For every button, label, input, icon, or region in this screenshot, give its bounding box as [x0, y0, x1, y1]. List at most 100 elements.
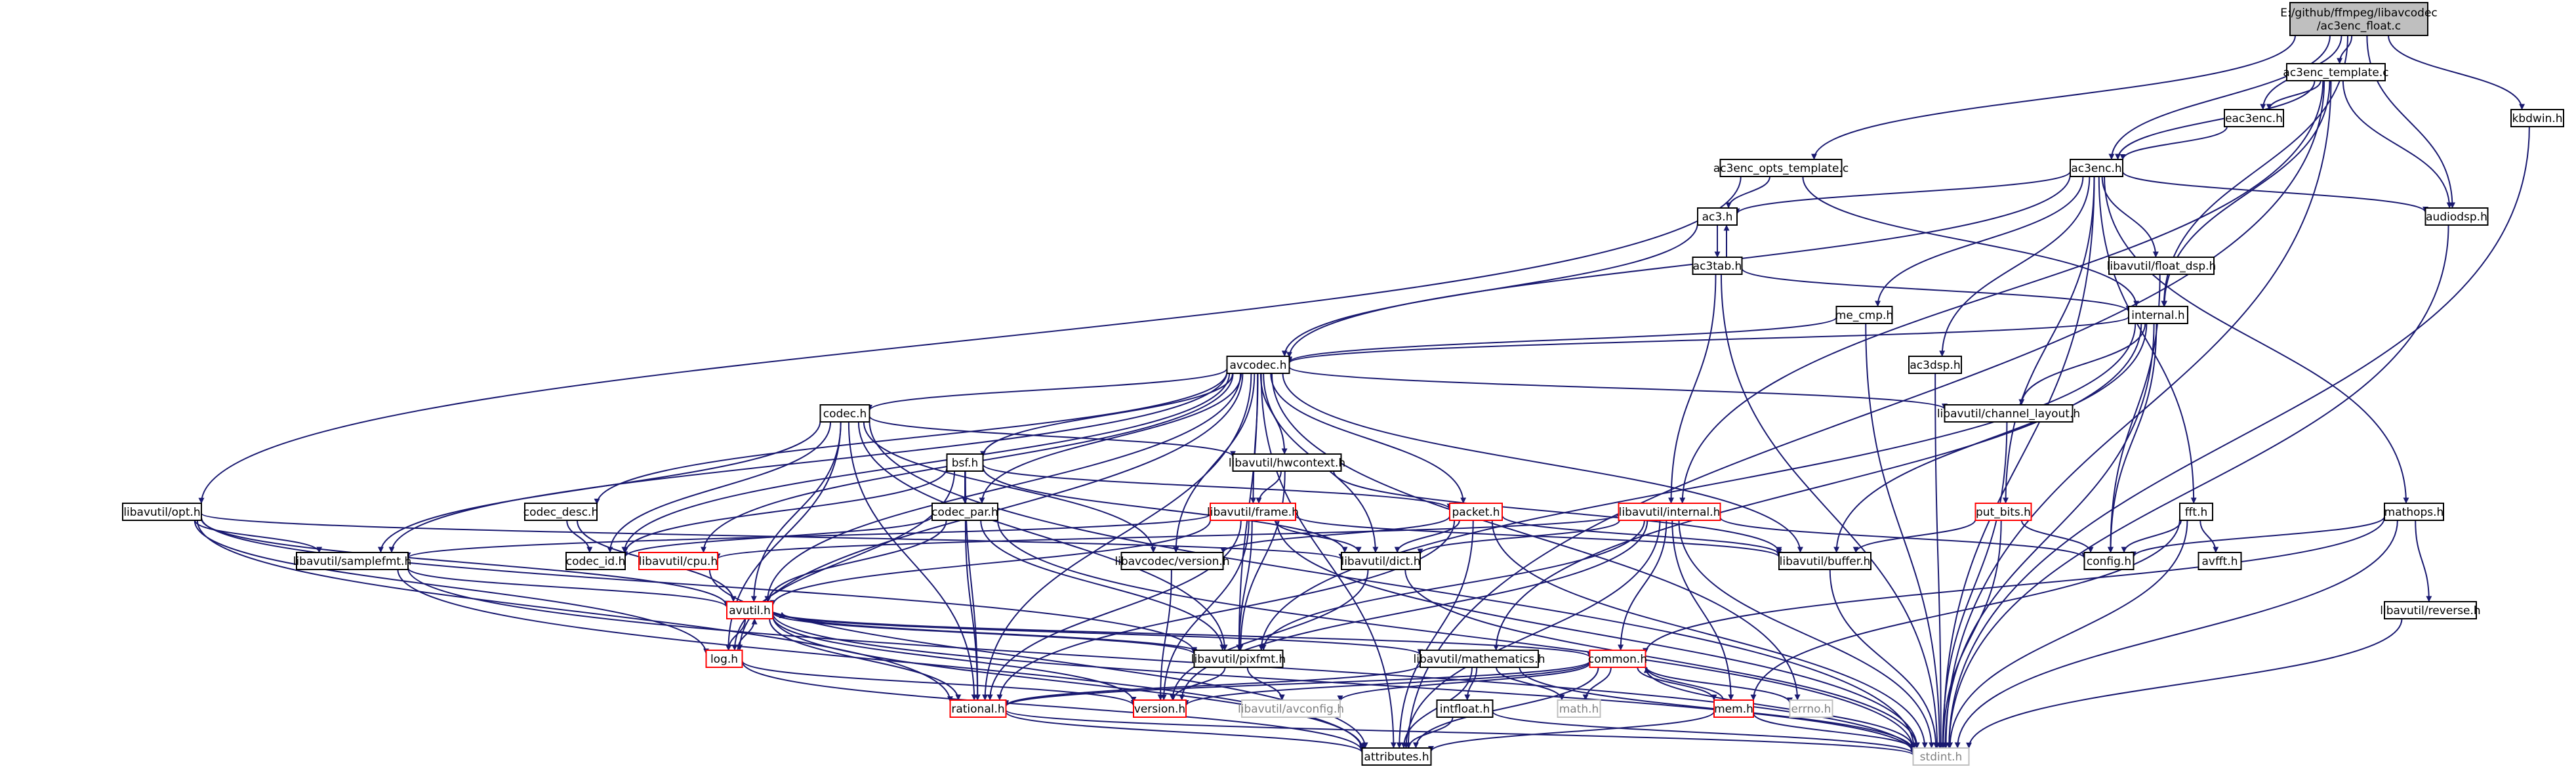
edge-libavutil-opt-h-to-libavutil-samplefmt-h: [195, 520, 319, 552]
edge-libavutil-hwcontext-h-to-libavutil-pixfmt-h: [1240, 471, 1285, 650]
node-version-h[interactable]: version.h: [1134, 700, 1186, 717]
node-label: eac3enc.h: [2225, 112, 2283, 125]
node-libavutil-float-dsp-h[interactable]: libavutil/float_dsp.h: [2107, 257, 2217, 274]
edge-fft-h-to-avfft-h: [2200, 520, 2216, 552]
node-me-cmp-h[interactable]: me_cmp.h: [1835, 306, 1893, 323]
node-libavutil-frame-h[interactable]: libavutil/frame.h: [1207, 503, 1299, 520]
node-libavutil-pixfmt-h[interactable]: libavutil/pixfmt.h: [1191, 650, 1286, 667]
edge-audiodsp-h-to-stdint-h: [1949, 225, 2448, 748]
node-label: avfft.h: [2201, 555, 2238, 568]
node-common-h[interactable]: common.h: [1588, 650, 1647, 667]
edge-root-to-kbdwin-h: [2388, 35, 2522, 110]
node-libavutil-buffer-h[interactable]: libavutil/buffer.h: [1779, 552, 1871, 570]
node-libavutil-hwcontext-h[interactable]: libavutil/hwcontext.h: [1229, 454, 1345, 471]
node-libavcodec-version-h[interactable]: libavcodec/version.h: [1114, 552, 1229, 570]
node-rational-h[interactable]: rational.h: [951, 700, 1006, 717]
node-libavutil-mathematics-h[interactable]: libavutil/mathematics.h: [1414, 650, 1545, 667]
node-intfloat-h[interactable]: intfloat.h: [1437, 700, 1493, 717]
edge-libavutil-internal-h-to-mem-h: [1672, 520, 1731, 700]
edge-avcodec-h-to-packet-h: [1271, 373, 1463, 503]
node-packet-h[interactable]: packet.h: [1450, 503, 1502, 520]
node-avutil-h[interactable]: avutil.h: [727, 602, 773, 619]
node-label: log.h: [710, 653, 738, 666]
node-ac3tab-h[interactable]: ac3tab.h: [1693, 257, 1742, 274]
node-ac3enc-opts-template-c[interactable]: ac3enc_opts_template.c: [1713, 159, 1849, 177]
node-codec-desc-h[interactable]: codec_desc.h: [523, 503, 598, 520]
node-label: kbdwin.h: [2512, 112, 2562, 125]
node-label: attributes.h: [1364, 751, 1429, 764]
node-label: codec_par.h: [931, 506, 998, 519]
edge-me-cmp-h-to-stdint-h: [1866, 323, 1939, 748]
edge-ac3enc-template-c-to-libavutil-internal-h: [1683, 81, 2323, 503]
node-kbdwin-h[interactable]: kbdwin.h: [2511, 110, 2564, 127]
node-libavutil-channel-layout-h[interactable]: libavutil/channel_layout.h: [1937, 405, 2080, 422]
node-label: codec.h: [823, 407, 867, 421]
node-errno-h: errno.h: [1790, 700, 1833, 717]
node-config-h[interactable]: config.h: [2085, 552, 2134, 570]
edge-libavutil-samplefmt-h-to-stdint-h: [408, 568, 1913, 753]
edge-ac3enc-h-to-audiodsp-h: [2123, 171, 2426, 212]
node-codec-h[interactable]: codec.h: [821, 405, 870, 422]
edge-me-cmp-h-to-avcodec-h: [1290, 317, 1837, 362]
edge-ac3enc-template-c-to-eac3enc-h: [2269, 81, 2321, 110]
node-label: ac3.h: [1702, 211, 1733, 224]
edge-libavutil-reverse-h-to-stdint-h: [1969, 619, 2402, 748]
node-label: libavutil/frame.h: [1207, 506, 1299, 519]
node-codec-id-h[interactable]: codec_id.h: [566, 552, 626, 570]
node-ac3enc-template-c[interactable]: ac3enc_template.c: [2283, 64, 2388, 81]
node-codec-par-h[interactable]: codec_par.h: [931, 503, 998, 520]
node-ac3enc-h[interactable]: ac3enc.h: [2070, 159, 2123, 177]
edge-libavutil-internal-h-to-libavutil-pixfmt-h: [1263, 520, 1645, 650]
node-label: config.h: [2087, 555, 2131, 568]
node-mem-h[interactable]: mem.h: [1714, 700, 1753, 717]
edge-ac3enc-template-c-to-audiodsp-h: [2343, 81, 2449, 208]
edge-ac3enc-h-to-ac3-h: [1737, 171, 2070, 214]
node-internal-h[interactable]: internal.h: [2129, 306, 2188, 323]
node-audiodsp-h[interactable]: audiodsp.h: [2426, 208, 2488, 225]
edge-root-to-audiodsp-h: [2367, 35, 2452, 208]
node-label: common.h: [1588, 653, 1647, 666]
node-label: libavcodec/version.h: [1114, 555, 1229, 568]
node-fft-h[interactable]: fft.h: [2180, 503, 2213, 520]
node-label: version.h: [1134, 703, 1185, 716]
node-bsf-h[interactable]: bsf.h: [947, 454, 983, 471]
node-label: avcodec.h: [1229, 359, 1286, 372]
node-label: /ac3enc_float.c: [2317, 20, 2401, 33]
edge-ac3enc-h-to-avcodec-h: [1290, 174, 2071, 357]
edge-internal-h-to-stdint-h: [1945, 323, 2154, 748]
edge-ac3enc-h-to-me-cmp-h: [1878, 177, 2083, 306]
node-label: intfloat.h: [1440, 703, 1490, 716]
edge-internal-h-to-config-h: [2111, 323, 2157, 552]
node-libavutil-reverse-h[interactable]: libavutil/reverse.h: [2380, 602, 2480, 619]
node-mathops-h[interactable]: mathops.h: [2384, 503, 2444, 520]
node-libavutil-cpu-h[interactable]: libavutil/cpu.h: [639, 552, 718, 570]
node-label: libavutil/mathematics.h: [1414, 653, 1545, 666]
node-label: codec_id.h: [566, 555, 626, 568]
node-avcodec-h[interactable]: avcodec.h: [1227, 356, 1290, 373]
node-label: E:/github/ffmpeg/libavcodec: [2280, 7, 2438, 20]
node-label: libavutil/internal.h: [1619, 506, 1721, 519]
node-label: ac3dsp.h: [1910, 359, 1960, 372]
node-label: avutil.h: [729, 604, 771, 617]
node-ac3dsp-h[interactable]: ac3dsp.h: [1909, 356, 1961, 373]
node-stdint-h: stdint.h: [1913, 748, 1969, 765]
node-libavutil-opt-h[interactable]: libavutil/opt.h: [123, 503, 201, 520]
edge-ac3tab-h-to-libavutil-internal-h: [1671, 274, 1716, 503]
node-libavutil-internal-h[interactable]: libavutil/internal.h: [1619, 503, 1721, 520]
node-libavutil-dict-h[interactable]: libavutil/dict.h: [1341, 552, 1420, 570]
edge-avcodec-h-to-codec-desc-h: [597, 371, 1227, 504]
node-label: stdint.h: [1920, 751, 1963, 764]
edge-libavutil-channel-layout-h-to-stdint-h: [1943, 422, 2007, 748]
node-label: mathops.h: [2384, 506, 2444, 519]
node-label: math.h: [1559, 703, 1599, 716]
node-eac3enc-h[interactable]: eac3enc.h: [2224, 110, 2283, 127]
node-libavutil-samplefmt-h[interactable]: libavutil/samplefmt.h: [293, 552, 412, 570]
edge-ac3enc-h-to-libavutil-float-dsp-h: [2102, 177, 2156, 257]
node-attributes-h[interactable]: attributes.h: [1362, 748, 1431, 765]
node-label: libavutil/hwcontext.h: [1229, 457, 1345, 470]
node-put-bits-h[interactable]: put_bits.h: [1976, 503, 2032, 520]
node-avfft-h[interactable]: avfft.h: [2199, 552, 2241, 570]
node-log-h[interactable]: log.h: [706, 650, 743, 667]
node-label: libavutil/channel_layout.h: [1937, 407, 2080, 421]
node-ac3-h[interactable]: ac3.h: [1698, 208, 1737, 225]
